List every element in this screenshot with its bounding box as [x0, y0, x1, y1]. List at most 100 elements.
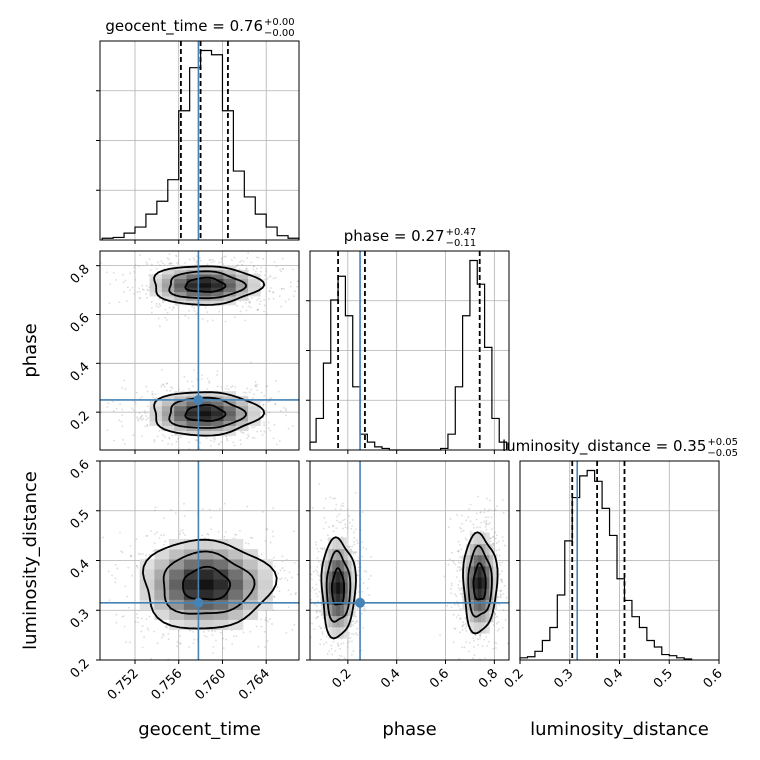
sample-point [264, 618, 267, 621]
density-cell [257, 599, 273, 610]
sample-point [277, 390, 280, 393]
density-cell [198, 410, 212, 417]
sample-point [206, 533, 209, 535]
density-cell [332, 559, 337, 572]
sample-point [256, 256, 258, 259]
density-cell [198, 401, 212, 407]
sample-point [220, 441, 223, 443]
density-cell [477, 622, 482, 634]
sample-point [188, 388, 190, 390]
sample-point [330, 644, 333, 647]
density-cell [481, 588, 486, 600]
density-cell [235, 420, 249, 427]
sample-point [502, 608, 505, 611]
sample-point [179, 635, 182, 637]
density-cell [186, 401, 200, 407]
sample-point [349, 661, 351, 663]
density-cell [242, 579, 259, 590]
density-cell [223, 278, 237, 284]
sample-point [121, 615, 124, 618]
sample-point [87, 624, 89, 626]
sample-point [459, 608, 462, 611]
sample-point [450, 584, 453, 587]
sample-point [353, 551, 356, 554]
density-cell [223, 282, 237, 288]
sample-point [457, 587, 460, 590]
sample-point [249, 630, 252, 633]
density-cell [169, 549, 185, 560]
sample-point [168, 258, 170, 261]
sample-point [193, 259, 196, 261]
sample-point [184, 315, 187, 317]
density-cell [213, 539, 229, 550]
density-cell [477, 554, 482, 567]
sample-point [270, 287, 272, 289]
sample-point [291, 268, 294, 271]
sample-point [346, 508, 349, 510]
sample-point [495, 505, 498, 507]
sample-point [239, 529, 241, 532]
sample-point [105, 271, 108, 274]
sample-point [324, 497, 327, 500]
sample-point [310, 599, 312, 601]
sample-point [195, 261, 198, 264]
sample-point [311, 586, 314, 589]
sample-point [485, 636, 488, 638]
sample-point [189, 629, 192, 632]
density-cell [336, 582, 341, 594]
sample-point [140, 415, 143, 418]
sample-point [162, 634, 165, 637]
sample-point [206, 377, 209, 380]
sample-point [161, 383, 164, 386]
sample-point [171, 387, 174, 390]
truth-marker [193, 394, 204, 405]
histogram-luminosity_distance [519, 469, 693, 660]
sample-point [457, 566, 459, 569]
sample-point [137, 419, 140, 422]
density-cell [161, 278, 175, 284]
sample-point [164, 625, 167, 628]
sample-point [250, 388, 253, 391]
sample-point [123, 379, 126, 382]
sample-point [313, 589, 316, 591]
sample-point [256, 389, 259, 392]
sample-point [64, 575, 66, 577]
sample-point [175, 254, 178, 257]
sample-point [451, 551, 453, 554]
sample-point [220, 257, 223, 260]
sample-point [311, 578, 313, 581]
sample-point [357, 562, 360, 565]
sample-point [150, 657, 153, 660]
sample-point [246, 387, 249, 390]
sample-point [247, 435, 250, 438]
sample-point [214, 438, 217, 441]
panel-title-sub: −0.05 [707, 448, 738, 459]
sample-point [158, 325, 161, 328]
sample-point [317, 573, 320, 576]
sample-point [315, 569, 318, 572]
sample-point [125, 641, 127, 643]
sample-point [154, 506, 157, 509]
sample-point [485, 529, 488, 531]
sample-point [154, 533, 156, 536]
density-cell [213, 579, 229, 590]
density-cell [343, 627, 348, 639]
sample-point [191, 464, 193, 466]
sample-point [492, 624, 495, 626]
sample-point [467, 516, 470, 519]
sample-point [241, 305, 244, 308]
sample-point [332, 641, 335, 643]
density-cell [485, 543, 490, 556]
density-cell [149, 291, 163, 297]
sample-point [319, 643, 321, 646]
sample-point [498, 628, 501, 630]
sample-point [299, 282, 301, 284]
density-cell [332, 582, 337, 594]
sample-point [312, 506, 314, 509]
sample-point [146, 288, 149, 291]
sample-point [155, 397, 158, 399]
sample-point [244, 301, 247, 304]
sample-point [203, 634, 206, 637]
sample-point [288, 571, 291, 574]
sample-point [461, 646, 464, 649]
